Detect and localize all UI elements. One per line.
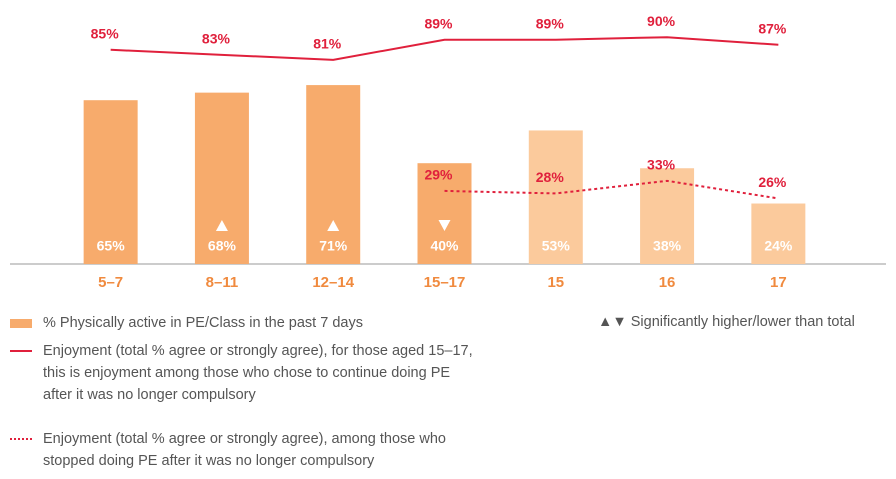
line-value-label: 81%	[313, 36, 342, 52]
significance-legend: ▲▼ Significantly higher/lower than total	[598, 314, 855, 330]
x-tick-label: 15	[547, 274, 564, 291]
line-value-label: 89%	[536, 15, 565, 31]
line	[110, 36, 779, 61]
line	[444, 179, 779, 200]
bar	[417, 163, 472, 264]
line-value-label: 33%	[647, 157, 676, 173]
legend-swatch	[10, 319, 32, 328]
significance-marker	[327, 220, 340, 231]
legend-swatch	[10, 438, 32, 440]
line-value-label: 87%	[758, 20, 787, 36]
bar	[528, 130, 583, 264]
bar	[83, 100, 138, 264]
x-tick-label: 15–17	[424, 274, 466, 291]
bar-value-label: 68%	[208, 238, 237, 254]
bar	[194, 92, 249, 264]
x-tick-label: 8–11	[206, 274, 239, 291]
legend-entry: % Physically active in PE/Class in the p…	[10, 312, 530, 334]
x-tick-label: 5–7	[98, 274, 123, 291]
legend-label: % Physically active in PE/Class in the p…	[43, 315, 363, 331]
legend-label: Enjoyment (total % agree or strongly agr…	[43, 343, 473, 403]
line-value-label: 89%	[424, 15, 453, 31]
bar	[306, 85, 361, 264]
bar-value-label: 71%	[319, 238, 348, 254]
bar	[751, 203, 806, 264]
line-value-label: 28%	[536, 169, 565, 185]
x-tick-label: 16	[659, 274, 676, 291]
legend-entry: Enjoyment (total % agree or strongly agr…	[10, 428, 530, 472]
bar-value-label: 65%	[97, 238, 126, 254]
bar-value-label: 53%	[542, 238, 571, 254]
bar-value-label: 24%	[764, 238, 793, 254]
line-value-label: 90%	[647, 13, 676, 29]
line-value-label: 26%	[758, 174, 787, 190]
chart: 5–7 8–11 12–14 15–17 15 16 17 65% 68% 71% 40% 53% 38…	[10, 13, 886, 291]
significance-marker	[215, 220, 228, 231]
line-value-label: 85%	[91, 26, 120, 42]
legend-swatch	[10, 350, 32, 352]
bar-value-label: 38%	[653, 238, 682, 254]
legend-label: Enjoyment (total % agree or strongly agr…	[43, 431, 446, 469]
x-tick-label: 17	[770, 274, 787, 291]
legend-entry: Enjoyment (total % agree or strongly agr…	[10, 340, 530, 406]
significance-marker	[438, 220, 451, 231]
line-value-label: 29%	[424, 167, 453, 183]
line-value-label: 83%	[202, 31, 231, 47]
x-tick-label: 12–14	[312, 274, 354, 291]
bar-value-label: 40%	[430, 238, 459, 254]
